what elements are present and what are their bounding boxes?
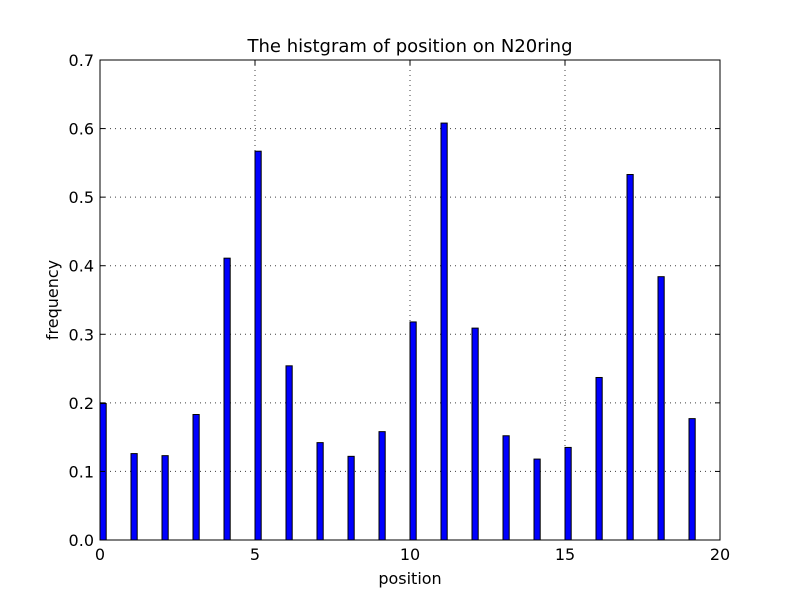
x-tick-label: 10 [400, 545, 420, 564]
bar-2 [161, 455, 169, 541]
x-tick-label: 0 [95, 545, 105, 564]
bar-7 [316, 442, 324, 541]
bar-13 [502, 435, 510, 541]
x-tick-label: 15 [555, 545, 575, 564]
y-tick-label: 0.1 [69, 462, 94, 481]
y-tick-label: 0.2 [69, 394, 94, 413]
bar-10 [409, 321, 417, 541]
bar-17 [626, 174, 634, 541]
bar-9 [378, 431, 386, 541]
bar-12 [471, 327, 479, 541]
bars-layer [99, 122, 696, 541]
bar-6 [285, 365, 293, 541]
bar-18 [657, 276, 665, 541]
y-tick-label: 0.4 [69, 257, 94, 276]
bar-4 [223, 257, 231, 541]
x-tick-label: 5 [250, 545, 260, 564]
y-tick-label: 0.5 [69, 188, 94, 207]
y-tick-label: 0.3 [69, 325, 94, 344]
bar-5 [254, 150, 262, 541]
bar-15 [564, 446, 572, 541]
bar-8 [347, 455, 355, 541]
ticks-layer: 0 5 10 15 20 0.0 0.1 0.2 0.3 0.4 0.5 0.6 0.7 [69, 51, 731, 564]
y-tick-label: 0.7 [69, 51, 94, 70]
bar-1 [130, 453, 138, 541]
bar-19 [688, 418, 696, 541]
y-tick-label: 0.6 [69, 120, 94, 139]
bar-3 [192, 414, 200, 541]
bar-11 [440, 122, 448, 541]
bar-16 [595, 376, 603, 541]
x-tick-label: 20 [710, 545, 730, 564]
x-axis-label: position [378, 569, 441, 588]
chart-title: The histgram of position on N20ring [247, 36, 573, 57]
y-axis-label: frequency [43, 260, 62, 340]
bar-14 [533, 458, 541, 541]
y-tick-label: 0.0 [69, 531, 94, 550]
